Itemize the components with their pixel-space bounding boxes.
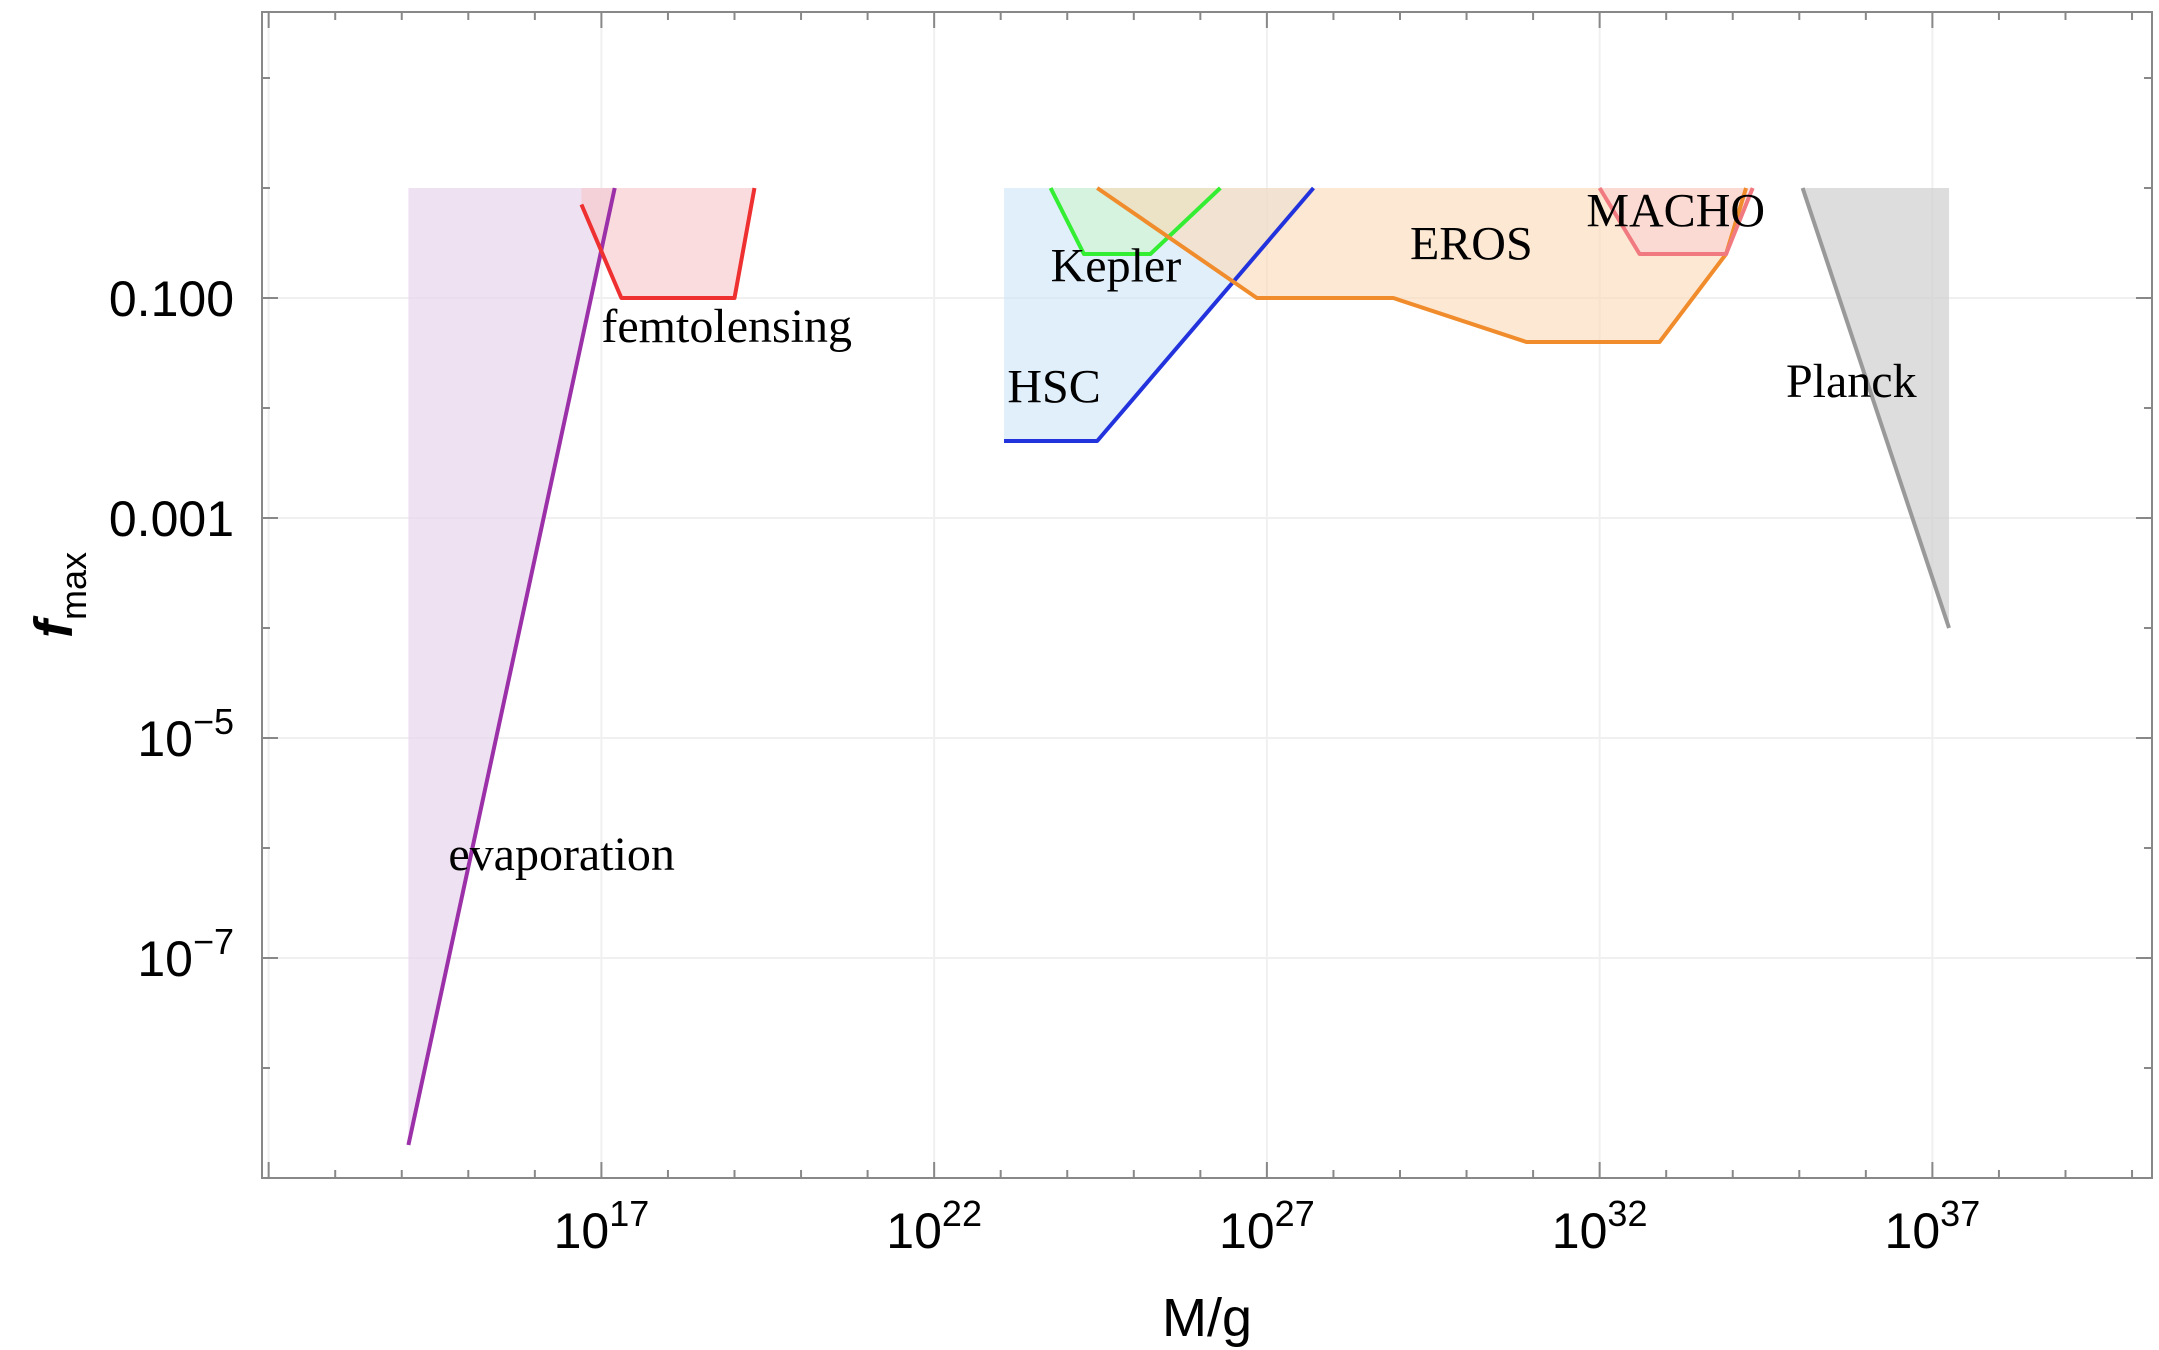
hsc-line xyxy=(1004,186,1315,443)
evaporation-label: evaporation xyxy=(448,828,675,881)
x-tick-label-base: 10 xyxy=(554,1203,610,1259)
axis-ticks xyxy=(262,12,2152,1179)
x-axis-title: M/g xyxy=(1162,1288,1252,1348)
planck-line xyxy=(1800,187,1951,629)
kepler-line xyxy=(1048,186,1222,256)
gridlines xyxy=(262,12,2152,1178)
macho-line xyxy=(1597,186,1755,256)
femtolensing-fill xyxy=(581,188,755,298)
region-labels: evaporation femtolensing HSC Kepler EROS MACH… xyxy=(448,185,1916,882)
eros-fill xyxy=(1097,188,1747,342)
x-tick-label-exponent: 22 xyxy=(942,1193,982,1234)
x-tick-labels: 1017 1022 1027 1032 1037 xyxy=(554,1193,1981,1259)
y-tick-label-base: 10 xyxy=(137,931,193,987)
y-tick-label: 10−5 xyxy=(137,701,234,767)
y-axis-title: fmax xyxy=(24,552,94,638)
region-boundaries xyxy=(406,186,1951,1146)
y-axis-title-subscript: max xyxy=(53,552,94,620)
x-tick-label-base: 10 xyxy=(1552,1203,1608,1259)
x-tick-label-exponent: 27 xyxy=(1275,1193,1315,1234)
plot-frame xyxy=(261,11,2153,1179)
x-tick-label-exponent: 17 xyxy=(609,1193,649,1234)
x-tick-label: 1032 xyxy=(1552,1193,1648,1259)
x-tick-label-base: 10 xyxy=(1885,1203,1941,1259)
y-tick-label: 0.100 xyxy=(109,271,234,327)
hsc-label: HSC xyxy=(1007,361,1100,414)
eros-label: EROS xyxy=(1410,218,1533,271)
evaporation-line xyxy=(406,187,617,1146)
planck-label: Planck xyxy=(1786,355,1917,408)
x-tick-label: 1017 xyxy=(554,1193,650,1259)
macho-label: MACHO xyxy=(1586,185,1765,238)
y-axis-title-main: f xyxy=(24,615,84,638)
y-tick-label-exponent: −5 xyxy=(193,701,234,742)
x-tick-label-exponent: 37 xyxy=(1940,1193,1980,1234)
x-tick-label-base: 10 xyxy=(1219,1203,1275,1259)
x-tick-label-exponent: 32 xyxy=(1607,1193,1647,1234)
x-tick-label: 1022 xyxy=(886,1193,982,1259)
x-tick-label: 1027 xyxy=(1219,1193,1315,1259)
y-tick-label-exponent: −7 xyxy=(193,921,234,962)
macho-fill xyxy=(1599,188,1753,254)
y-tick-label: 0.001 xyxy=(109,491,234,547)
x-tick-label-base: 10 xyxy=(886,1203,942,1259)
y-tick-label-base: 10 xyxy=(137,711,193,767)
y-tick-label: 10−7 xyxy=(137,921,234,987)
kepler-label: Kepler xyxy=(1051,240,1182,293)
femtolensing-label: femtolensing xyxy=(601,300,852,353)
femtolensing-line xyxy=(579,187,757,300)
x-tick-label: 1037 xyxy=(1885,1193,1981,1259)
